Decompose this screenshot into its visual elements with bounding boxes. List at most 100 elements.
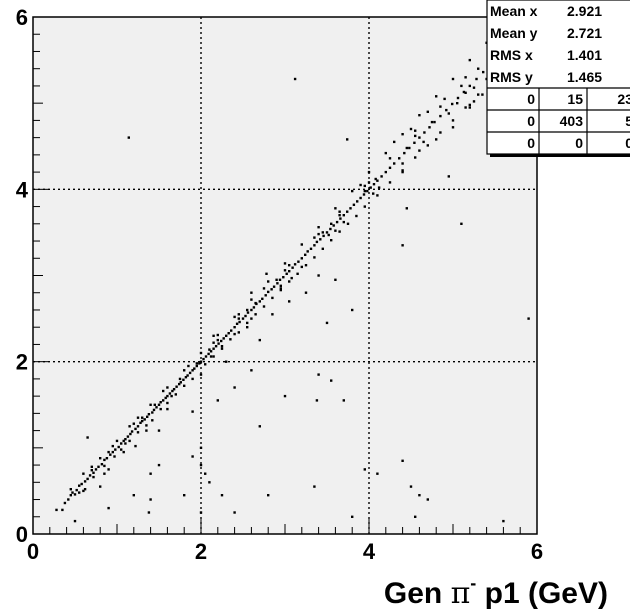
data-point bbox=[147, 511, 151, 514]
data-point bbox=[134, 444, 137, 448]
data-point bbox=[195, 362, 198, 365]
data-point bbox=[439, 105, 442, 108]
data-point bbox=[151, 419, 154, 422]
data-point bbox=[100, 463, 104, 466]
data-point bbox=[207, 352, 210, 356]
data-point bbox=[313, 236, 316, 239]
data-point bbox=[261, 297, 264, 300]
data-point bbox=[63, 501, 67, 505]
data-point bbox=[270, 288, 273, 291]
data-point bbox=[456, 96, 460, 100]
y-tick-label: 0 bbox=[16, 522, 28, 547]
data-point bbox=[111, 450, 114, 454]
data-point bbox=[330, 239, 333, 242]
data-point bbox=[188, 371, 192, 375]
data-point bbox=[468, 106, 471, 109]
data-point bbox=[279, 288, 282, 292]
data-point bbox=[149, 472, 152, 475]
data-point bbox=[423, 131, 426, 134]
data-point bbox=[183, 494, 186, 497]
data-point bbox=[132, 494, 135, 497]
stats-label: RMS y bbox=[490, 69, 533, 85]
data-point bbox=[246, 321, 249, 325]
y-tick-label: 2 bbox=[16, 350, 28, 375]
data-point bbox=[258, 338, 261, 342]
data-point bbox=[426, 110, 429, 113]
data-point bbox=[126, 435, 130, 438]
data-point bbox=[290, 276, 293, 280]
data-point bbox=[297, 260, 300, 263]
data-point bbox=[233, 386, 236, 389]
data-point bbox=[363, 468, 366, 471]
data-point bbox=[398, 157, 401, 160]
data-point bbox=[246, 311, 250, 314]
data-point bbox=[418, 149, 421, 152]
data-point bbox=[435, 95, 438, 98]
x-tick-label: 6 bbox=[531, 539, 543, 564]
data-point bbox=[254, 313, 257, 316]
data-point bbox=[275, 278, 278, 281]
data-point bbox=[222, 337, 225, 340]
data-point bbox=[175, 385, 178, 388]
data-point bbox=[288, 270, 291, 273]
data-point bbox=[451, 126, 455, 129]
data-point bbox=[204, 363, 207, 366]
data-point bbox=[233, 315, 236, 319]
data-point bbox=[293, 77, 297, 81]
data-point bbox=[141, 419, 144, 423]
data-point bbox=[157, 463, 161, 467]
data-point bbox=[183, 384, 186, 387]
data-point bbox=[67, 498, 70, 501]
data-point bbox=[288, 264, 291, 267]
data-point bbox=[168, 392, 172, 395]
data-point bbox=[216, 338, 219, 342]
data-point bbox=[178, 377, 182, 381]
data-point bbox=[195, 364, 198, 368]
data-point bbox=[246, 308, 249, 312]
data-point bbox=[227, 332, 230, 335]
scatter-points bbox=[55, 15, 534, 523]
data-point bbox=[73, 493, 77, 496]
data-point bbox=[191, 455, 194, 458]
data-point bbox=[342, 214, 345, 217]
data-point bbox=[335, 220, 339, 224]
data-point bbox=[157, 403, 161, 406]
data-point bbox=[481, 93, 484, 96]
data-point bbox=[300, 265, 303, 269]
data-point bbox=[55, 508, 58, 512]
data-point bbox=[171, 389, 174, 393]
data-point bbox=[128, 439, 131, 443]
data-point bbox=[212, 347, 215, 350]
data-point bbox=[250, 298, 253, 301]
data-point bbox=[94, 468, 98, 471]
data-point bbox=[107, 468, 110, 471]
data-point bbox=[182, 378, 185, 381]
data-point bbox=[304, 291, 308, 294]
axis-ticks bbox=[32, 16, 538, 535]
data-point bbox=[132, 422, 135, 425]
data-point bbox=[198, 362, 201, 365]
data-point bbox=[73, 519, 77, 523]
data-point bbox=[122, 439, 125, 443]
data-point bbox=[502, 519, 505, 523]
data-point bbox=[250, 291, 253, 294]
data-point bbox=[103, 458, 106, 462]
data-point bbox=[401, 133, 404, 136]
data-point bbox=[352, 203, 356, 206]
data-point bbox=[527, 317, 530, 320]
data-point bbox=[435, 138, 438, 141]
x-tick-label: 4 bbox=[363, 539, 376, 564]
data-point bbox=[237, 331, 240, 334]
data-point bbox=[109, 453, 112, 456]
data-point bbox=[216, 333, 219, 337]
data-point bbox=[209, 355, 213, 358]
data-point bbox=[430, 120, 434, 124]
data-point bbox=[401, 169, 404, 172]
data-point bbox=[117, 445, 120, 449]
data-point bbox=[403, 151, 406, 155]
data-point bbox=[146, 415, 149, 418]
data-point bbox=[367, 181, 371, 184]
data-point bbox=[271, 313, 274, 316]
data-point bbox=[282, 276, 285, 279]
data-point bbox=[351, 308, 354, 312]
